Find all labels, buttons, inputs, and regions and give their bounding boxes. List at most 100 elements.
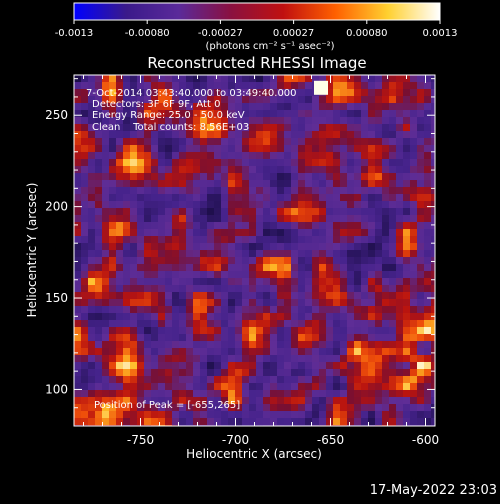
heatmap-cell — [424, 166, 432, 174]
heatmap-cell — [298, 194, 306, 202]
heatmap-cell — [340, 138, 348, 146]
heatmap-cell — [333, 131, 341, 139]
heatmap-cell — [186, 411, 194, 419]
heatmap-cell — [270, 376, 278, 384]
heatmap-cell — [403, 257, 411, 265]
heatmap-cell — [354, 103, 362, 111]
heatmap-cell — [375, 152, 383, 160]
heatmap-cell — [95, 138, 103, 146]
heatmap-cell — [158, 75, 166, 83]
heatmap-cell — [410, 201, 418, 209]
heatmap-cell — [298, 313, 306, 321]
heatmap-cell — [109, 369, 117, 377]
heatmap-cell — [361, 103, 369, 111]
heatmap-cell — [277, 82, 285, 90]
heatmap-cell — [207, 355, 215, 363]
heatmap-cell — [207, 131, 215, 139]
heatmap-cell — [305, 397, 313, 405]
heatmap-cell — [389, 215, 397, 223]
heatmap-cell — [396, 82, 404, 90]
heatmap-cell — [207, 348, 215, 356]
heatmap-cell — [214, 152, 222, 160]
heatmap-cell — [249, 208, 257, 216]
heatmap-cell — [354, 285, 362, 293]
heatmap-cell — [179, 285, 187, 293]
heatmap-cell — [165, 404, 173, 412]
heatmap-cell — [137, 173, 145, 181]
heatmap-cell — [88, 271, 96, 279]
heatmap-cell — [305, 271, 313, 279]
heatmap-cell — [130, 243, 138, 251]
heatmap-cell — [88, 257, 96, 265]
heatmap-cell — [123, 229, 131, 237]
heatmap-cell — [214, 257, 222, 265]
heatmap-cell — [431, 201, 435, 209]
heatmap-cell — [256, 369, 264, 377]
heatmap-cell — [410, 313, 418, 321]
heatmap-cell — [249, 299, 257, 307]
heatmap-cell — [123, 250, 131, 258]
heatmap-cell — [235, 131, 243, 139]
heatmap-cell — [109, 187, 117, 195]
heatmap-cell — [186, 82, 194, 90]
heatmap-cell — [403, 376, 411, 384]
heatmap-cell — [151, 369, 159, 377]
heatmap-cell — [95, 334, 103, 342]
heatmap-cell — [368, 110, 376, 118]
heatmap-cell — [242, 138, 250, 146]
heatmap-cell — [221, 229, 229, 237]
heatmap-cell — [291, 145, 299, 153]
heatmap-cell — [319, 285, 327, 293]
heatmap-cell — [347, 152, 355, 160]
heatmap-cell — [172, 271, 180, 279]
heatmap-cell — [249, 96, 257, 104]
heatmap-cell — [263, 320, 271, 328]
heatmap-cell — [74, 306, 82, 314]
heatmap-cell — [81, 138, 89, 146]
heatmap-cell — [319, 418, 327, 426]
heatmap-cell — [291, 124, 299, 132]
heatmap-cell — [382, 96, 390, 104]
heatmap-cell — [158, 299, 166, 307]
heatmap-cell — [81, 215, 89, 223]
heatmap-cell — [389, 404, 397, 412]
heatmap-cell — [270, 369, 278, 377]
heatmap-cell — [228, 404, 236, 412]
heatmap-cell — [410, 152, 418, 160]
heatmap-cell — [102, 383, 110, 391]
heatmap-cell — [375, 159, 383, 167]
heatmap-cell — [74, 180, 82, 188]
heatmap-cell — [263, 292, 271, 300]
heatmap-cell — [319, 355, 327, 363]
heatmap-cell — [193, 236, 201, 244]
heatmap-cell — [431, 320, 435, 328]
heatmap-cell — [410, 208, 418, 216]
heatmap-cell — [200, 369, 208, 377]
heatmap-cell — [340, 404, 348, 412]
heatmap-cell — [179, 306, 187, 314]
heatmap-cell — [305, 173, 313, 181]
heatmap-cell — [200, 138, 208, 146]
heatmap-cell — [95, 131, 103, 139]
heatmap-cell — [270, 411, 278, 419]
heatmap-cell — [368, 355, 376, 363]
heatmap-cell — [186, 418, 194, 426]
heatmap-cell — [95, 103, 103, 111]
heatmap-cell — [137, 145, 145, 153]
heatmap-cell — [81, 271, 89, 279]
heatmap-cell — [123, 75, 131, 83]
heatmap-cell — [193, 250, 201, 258]
heatmap-cell — [130, 390, 138, 398]
heatmap-cell — [242, 285, 250, 293]
heatmap-cell — [263, 327, 271, 335]
heatmap-cell — [221, 208, 229, 216]
heatmap-cell — [221, 306, 229, 314]
heatmap-cell — [375, 278, 383, 286]
heatmap-cell — [347, 271, 355, 279]
heatmap-cell — [305, 313, 313, 321]
heatmap-cell — [228, 166, 236, 174]
heatmap-cell — [144, 383, 152, 391]
heatmap-cell — [88, 313, 96, 321]
heatmap-cell — [270, 292, 278, 300]
heatmap-cell — [81, 208, 89, 216]
